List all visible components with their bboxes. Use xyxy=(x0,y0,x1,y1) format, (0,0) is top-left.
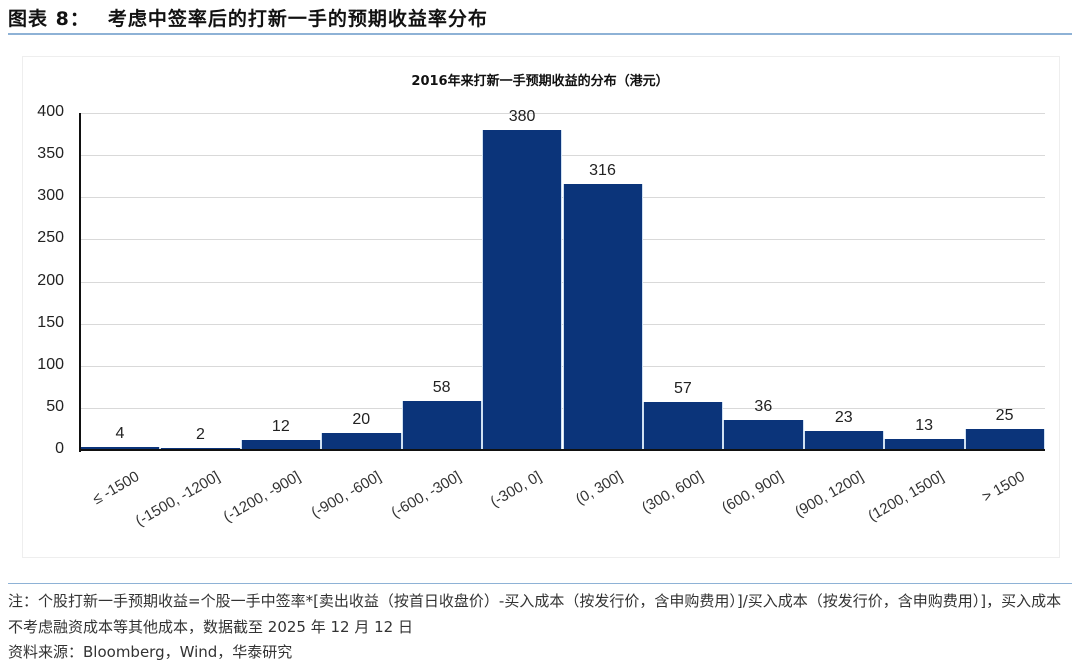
bar-value-label: 4 xyxy=(115,424,125,442)
bar xyxy=(642,401,724,450)
y-tick-label: 150 xyxy=(37,313,64,331)
bottom-divider xyxy=(8,583,1072,584)
bar-value-label: 20 xyxy=(352,411,371,429)
y-tick-label: 400 xyxy=(37,103,64,120)
y-tick-label: 250 xyxy=(37,229,64,247)
bar xyxy=(401,401,483,450)
plot-area xyxy=(80,113,1045,450)
bar xyxy=(562,183,643,450)
gridline xyxy=(80,113,1045,114)
y-tick-label: 50 xyxy=(46,397,64,415)
y-tick-label: 300 xyxy=(37,187,64,205)
top-divider xyxy=(8,33,1072,35)
bar-value-label: 13 xyxy=(915,417,934,435)
bar-value-label: 316 xyxy=(589,161,616,179)
figure-number: 图表 8： xyxy=(8,8,90,30)
bar-value-label: 58 xyxy=(432,379,451,397)
bar-value-label: 36 xyxy=(754,397,773,415)
y-tick-label: 100 xyxy=(37,355,64,373)
chart-frame xyxy=(22,56,1060,558)
bar xyxy=(964,428,1045,450)
bar-value-label: 2 xyxy=(195,426,205,444)
bar-value-label: 380 xyxy=(508,107,536,125)
bar xyxy=(884,439,965,450)
y-tick-label: 350 xyxy=(37,145,64,163)
footnote: 注：个股打新一手预期收益=个股一手中签率*[卖出收益（按首日收盘价）-买入成本（… xyxy=(8,592,1062,636)
source-line: 资料来源：Bloomberg，Wind，华泰研究 xyxy=(8,643,293,661)
y-tick-label: 200 xyxy=(37,271,64,289)
y-axis-line xyxy=(79,113,81,452)
figure-title-text: 考虑中签率后的打新一手的预期收益率分布 xyxy=(107,8,488,30)
bar-value-label: 25 xyxy=(995,406,1014,424)
figure-title: 图表 8： 考虑中签率后的打新一手的预期收益率分布 xyxy=(8,4,488,31)
bar xyxy=(240,439,322,450)
bar xyxy=(723,419,804,450)
chart-title: 2016年来打新一手预期收益的分布（港元） xyxy=(411,74,669,89)
bar xyxy=(482,129,563,450)
bar xyxy=(803,430,885,450)
y-tick-label: 0 xyxy=(55,440,64,457)
bar xyxy=(321,433,402,450)
bar-value-label: 57 xyxy=(674,379,692,397)
bar-value-label: 23 xyxy=(834,408,853,426)
x-axis-line xyxy=(79,449,1045,451)
gridline xyxy=(80,155,1045,157)
bar-value-label: 12 xyxy=(271,417,290,435)
